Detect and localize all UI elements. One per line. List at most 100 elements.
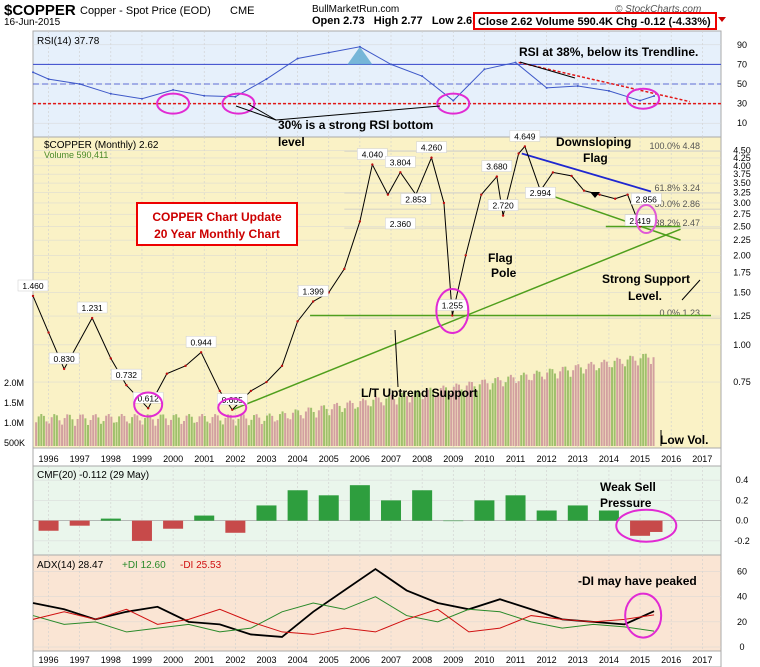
volume-bar (203, 416, 206, 446)
volume-bar (255, 414, 258, 446)
price-label-bg (357, 148, 388, 160)
rsi-title: RSI(14) 37.78 (37, 36, 100, 47)
price-point (265, 380, 268, 384)
price-label: 2.856 (636, 194, 658, 204)
adx-series-1 (32, 596, 655, 633)
volume-bar (463, 392, 466, 446)
volume-bar (359, 401, 362, 446)
cmf-bar (225, 520, 246, 533)
x-tick-label-bottom: 2013 (568, 655, 588, 665)
volume-bar (84, 418, 87, 446)
price-point (62, 367, 66, 371)
volume-bar (605, 361, 608, 446)
x-tick-label-mid: 2016 (661, 454, 681, 464)
price-line (32, 145, 655, 411)
volume-bar (540, 376, 543, 446)
x-tick-label-bottom: 2006 (350, 655, 370, 665)
rsi-point (32, 71, 34, 74)
x-tick-label-mid: 2007 (381, 454, 401, 464)
volume-bar (494, 378, 497, 446)
volume-bar (566, 370, 569, 446)
volume-bar (297, 410, 300, 446)
volume-bar (582, 373, 585, 446)
volume-bar (354, 408, 357, 446)
price-label: 4.040 (362, 150, 384, 160)
strong-support-note-line1: Strong Support (602, 272, 690, 286)
x-tick-label-mid: 1999 (132, 454, 152, 464)
volume-bar (164, 418, 167, 446)
volume-bar (55, 415, 58, 446)
volume-bar (517, 381, 520, 446)
x-tick-label-bottom: 2009 (443, 655, 463, 665)
volume-bar (538, 371, 541, 446)
weak-sell-note-line2: Pressure (600, 496, 652, 510)
volume-bar (574, 365, 577, 446)
volume-bar (221, 424, 224, 446)
x-tick-label-mid: 2011 (506, 454, 525, 464)
volume-bar (138, 420, 141, 446)
minus-di-label: -DI 25.53 (180, 560, 222, 571)
volume-bar (74, 425, 77, 446)
price-circle (435, 287, 470, 334)
volume-bar (40, 414, 43, 446)
volume-tick-label: 500K (4, 438, 25, 448)
x-tick-label-mid: 2010 (474, 454, 494, 464)
price-point (551, 171, 555, 174)
chart-symbol: $COPPER (4, 2, 76, 19)
cmf-layer (33, 485, 721, 541)
chart-ohlc: Open 2.73 High 2.77 Low 2.61 (312, 15, 478, 27)
cmf-tick-label: -0.2 (734, 536, 750, 546)
x-tick-label-bottom: 2000 (163, 655, 183, 665)
volume-bar (330, 409, 333, 446)
price-point (280, 364, 284, 368)
volume-bar (647, 357, 650, 446)
volume-bar (361, 398, 364, 446)
volume-bar (206, 421, 209, 446)
x-tick-label-mid: 2006 (350, 454, 370, 464)
volume-bar (572, 370, 575, 446)
price-label: 1.460 (22, 281, 44, 291)
price-label: 0.830 (53, 354, 75, 364)
low-vol-note: Low Vol. (660, 433, 708, 447)
volume-bar (310, 407, 313, 446)
volume-bar (624, 366, 627, 446)
volume-bar (177, 417, 180, 446)
cmf-bar (38, 520, 59, 531)
volume-bar (284, 413, 287, 446)
price-point (311, 300, 315, 303)
x-tick-label-bottom: 2005 (319, 655, 339, 665)
volume-bar (193, 422, 196, 446)
x-tick-label-mid: 2015 (630, 454, 650, 464)
volume-bar (499, 380, 502, 446)
volume-bar (470, 382, 473, 446)
price-tick-label: 4.25 (733, 153, 751, 163)
volume-bar (598, 368, 601, 446)
adx-series-0 (32, 567, 655, 638)
volume-bar (393, 399, 396, 446)
volume-bar (48, 423, 51, 446)
x-tick-label-bottom: 2017 (692, 655, 712, 665)
price-point (371, 163, 374, 166)
volume-bar (649, 363, 652, 446)
volume-bar (437, 394, 440, 446)
dropdown-arrow-icon[interactable] (718, 17, 726, 22)
price-point (430, 156, 433, 159)
volume-bar (382, 405, 385, 446)
x-tick-label-bottom: 2007 (381, 655, 401, 665)
x-tick-label-mid: 1997 (70, 454, 90, 464)
volume-bar (79, 414, 82, 446)
volume-bar (504, 382, 507, 446)
price-tick-label: 3.50 (733, 178, 751, 188)
price-tick-label: 1.50 (733, 288, 751, 298)
volume-bar (247, 425, 250, 446)
volume-bar (131, 417, 134, 446)
volume-bar (188, 414, 191, 446)
x-tick-label-bottom: 2010 (474, 655, 494, 665)
volume-bar (232, 419, 235, 446)
volume-bar (387, 394, 390, 446)
volume-bar (489, 389, 492, 446)
price-label: 1.399 (303, 287, 325, 297)
x-tick-label-mid: 2008 (412, 454, 432, 464)
price-label-bg (416, 141, 447, 153)
cmf-bar (474, 500, 495, 521)
